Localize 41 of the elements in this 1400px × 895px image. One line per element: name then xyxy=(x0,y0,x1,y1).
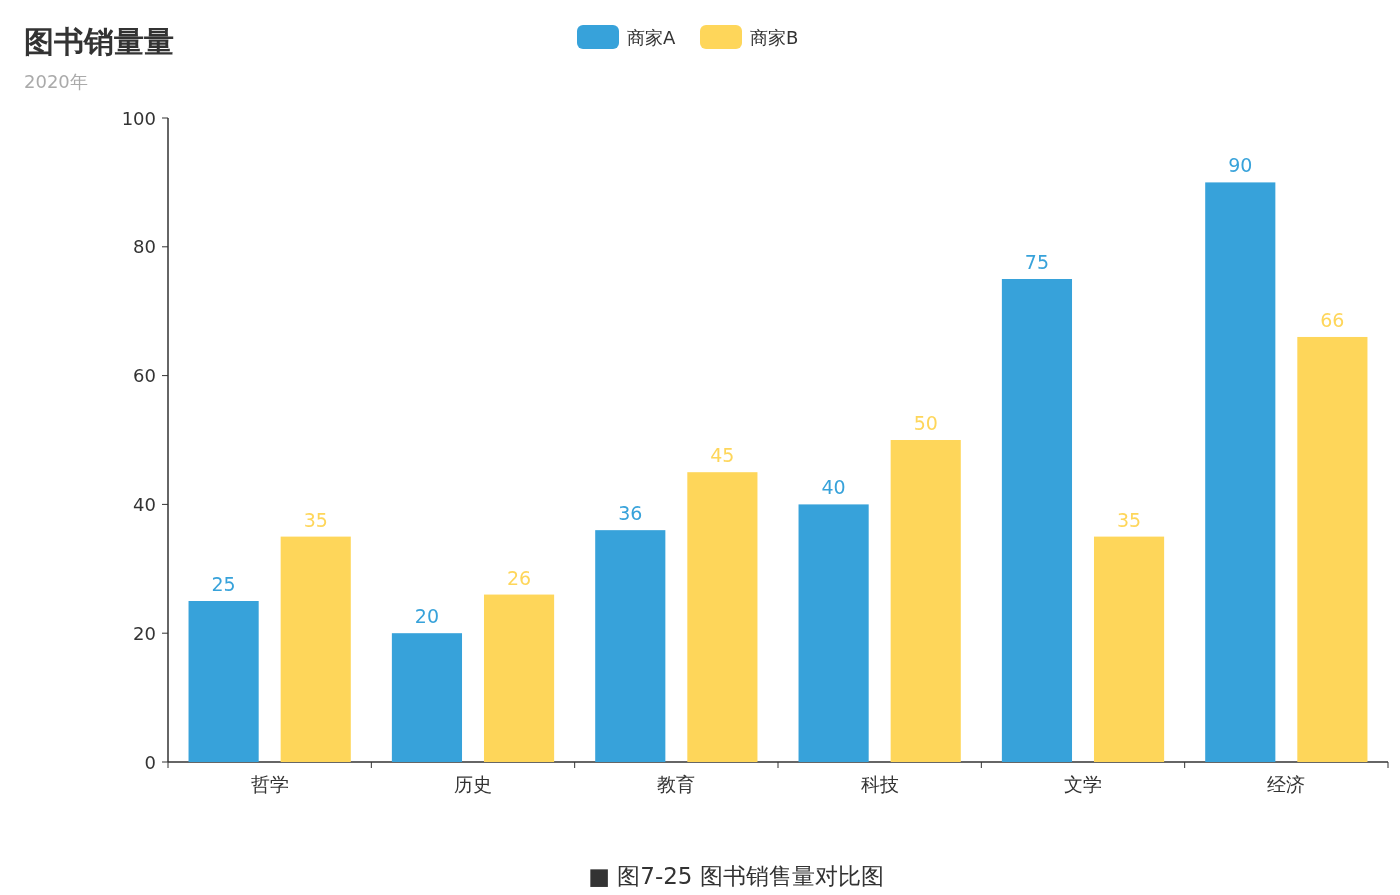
y-tick-label: 100 xyxy=(121,107,156,129)
data-label: 40 xyxy=(821,476,846,499)
x-tick-label: 科技 xyxy=(860,773,899,795)
data-label: 90 xyxy=(1228,154,1253,177)
bar xyxy=(890,440,961,762)
bar xyxy=(280,536,351,762)
bar xyxy=(1297,336,1368,762)
data-label: 50 xyxy=(913,412,938,434)
bar xyxy=(1001,279,1073,762)
y-tick-label: 60 xyxy=(133,365,156,387)
data-label: 45 xyxy=(710,444,735,467)
bar xyxy=(391,633,463,762)
x-tick-label: 教育 xyxy=(657,773,696,795)
y-tick-label: 20 xyxy=(133,622,156,644)
y-tick-label: 40 xyxy=(133,493,156,515)
bar xyxy=(595,530,666,762)
legend-label: 商家A xyxy=(627,26,676,48)
y-tick-label: 0 xyxy=(144,751,156,773)
bar xyxy=(1093,536,1165,762)
bar xyxy=(687,472,758,762)
data-label: 35 xyxy=(303,508,328,531)
data-label: 26 xyxy=(506,566,532,589)
y-tick-label: 80 xyxy=(133,236,156,258)
data-label: 35 xyxy=(1116,508,1142,531)
legend-label: 商家B xyxy=(750,26,799,48)
chart-title: 图书销量量 xyxy=(24,24,174,59)
data-label: 36 xyxy=(618,502,643,525)
data-label: 75 xyxy=(1024,251,1050,273)
bar xyxy=(483,594,555,762)
bar xyxy=(798,504,869,762)
text: ■ 图7-25 图书销售量对比图 xyxy=(588,863,884,889)
data-label: 66 xyxy=(1320,308,1345,331)
x-tick-label: 哲学 xyxy=(250,773,289,795)
bar xyxy=(1205,182,1276,762)
x-tick-label: 经济 xyxy=(1267,773,1306,795)
x-tick-label: 文学 xyxy=(1064,773,1102,795)
data-label: 20 xyxy=(414,605,440,628)
chart-subtitle: 2020年 xyxy=(24,71,88,92)
data-label: 25 xyxy=(211,573,236,595)
bar xyxy=(188,601,259,762)
x-tick-label: 历史 xyxy=(454,773,492,795)
